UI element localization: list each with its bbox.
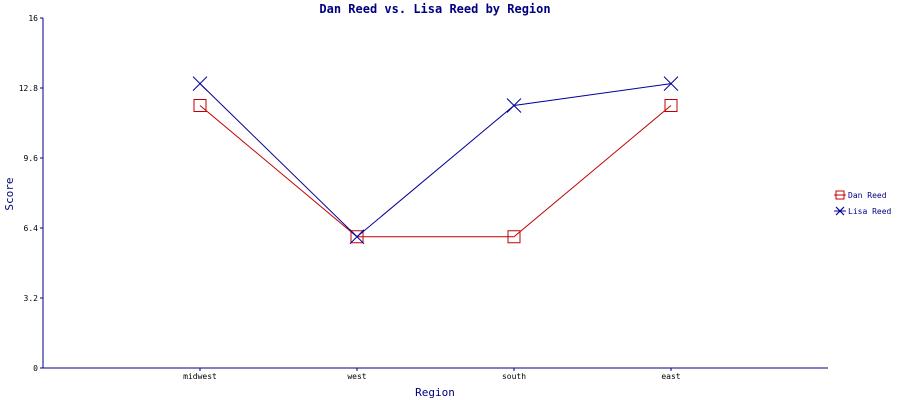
y-tick-label: 9.6: [24, 154, 39, 163]
x-tick-label: south: [502, 372, 526, 381]
data-point: [192, 76, 208, 91]
y-tick-label: 0: [33, 364, 38, 373]
legend-label: Dan Reed: [848, 191, 887, 200]
data-point: [349, 229, 365, 245]
y-axis-label: Score: [3, 177, 16, 210]
series-dan-reed: [193, 99, 678, 244]
data-point: [664, 99, 678, 112]
data-point: [350, 230, 364, 244]
x-tick-label: east: [661, 372, 680, 381]
legend-marker: [835, 206, 845, 216]
series-lisa-reed: [192, 76, 679, 245]
data-point: [663, 76, 679, 91]
y-tick-label: 6.4: [24, 224, 39, 233]
x-axis-label: Region: [415, 386, 455, 399]
legend-item: Dan Reed: [834, 190, 887, 200]
x-ticks: midwest west south east: [183, 368, 681, 381]
legend-label: Lisa Reed: [848, 207, 892, 216]
y-tick-label: 12.8: [19, 84, 38, 93]
series-line: [199, 83, 672, 238]
y-tick-label: 3.2: [24, 294, 39, 303]
legend-marker: [835, 190, 845, 200]
legend: Dan Reed Lisa Reed: [834, 190, 892, 216]
series-line: [199, 105, 672, 238]
chart-title: Dan Reed vs. Lisa Reed by Region: [319, 2, 550, 16]
y-tick-label: 16: [28, 14, 38, 23]
legend-item: Lisa Reed: [834, 206, 892, 216]
series-layer: [192, 76, 679, 245]
data-point: [506, 98, 522, 113]
x-tick-label: midwest: [183, 372, 217, 381]
data-point: [193, 99, 207, 112]
x-tick-label: west: [347, 372, 366, 381]
y-ticks: 0 3.2 6.4 9.6 12.8 16: [19, 14, 43, 373]
data-point: [507, 230, 521, 244]
